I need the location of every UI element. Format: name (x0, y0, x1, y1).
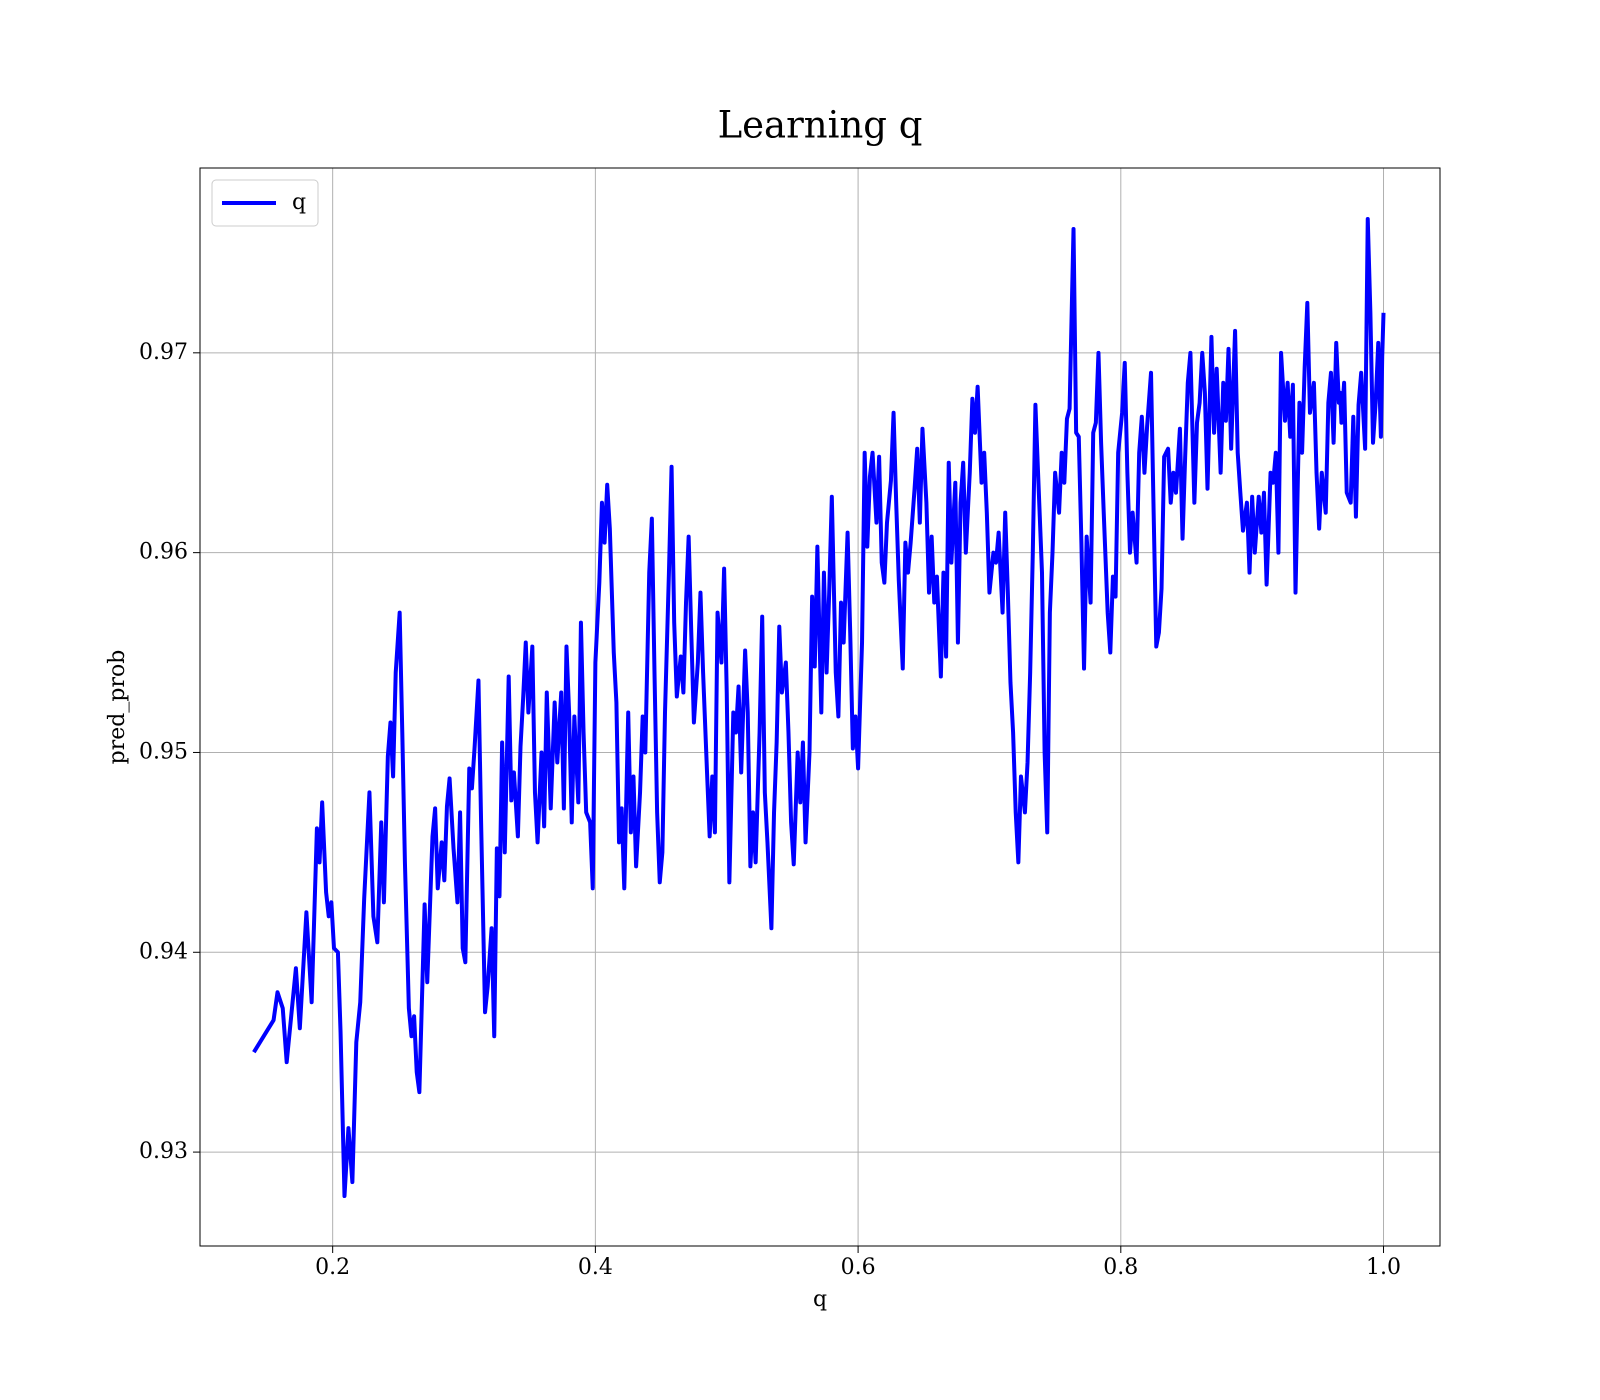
x-tick-label: 1.0 (1366, 1255, 1401, 1280)
y-tick-label: 0.94 (139, 939, 188, 964)
y-tick-label: 0.93 (139, 1139, 188, 1164)
x-tick-label: 0.6 (841, 1255, 876, 1280)
x-tick-label: 0.2 (315, 1255, 350, 1280)
y-axis-label: pred_prob (105, 650, 130, 765)
y-tick-label: 0.95 (139, 739, 188, 764)
legend-label: q (292, 190, 306, 215)
x-tick-label: 0.8 (1103, 1255, 1138, 1280)
plot-frame (199, 167, 1441, 1247)
data-line (252, 216, 1386, 1199)
x-tick-label: 0.4 (578, 1255, 613, 1280)
x-axis-label: q (813, 1287, 827, 1312)
y-tick-label: 0.96 (139, 540, 188, 565)
y-tick-label: 0.97 (139, 340, 188, 365)
chart-title: Learning q (718, 104, 923, 147)
